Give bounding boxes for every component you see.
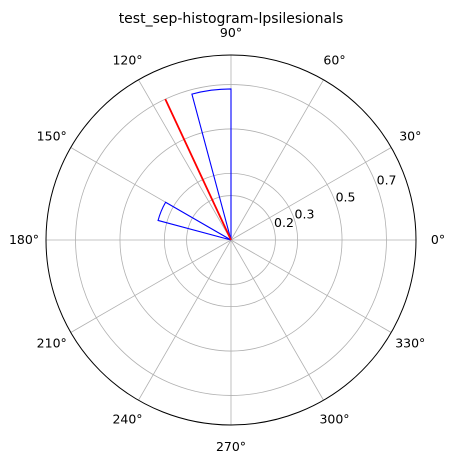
angular-tick-label-330: 330° [395, 336, 425, 351]
angular-gridline-240 [138, 239, 232, 401]
radial-tick-label-0-7: 0.7 [377, 173, 397, 188]
angular-gridline-330 [230, 239, 392, 333]
angular-tick-label-300: 300° [319, 411, 349, 426]
angular-tick-label-30: 30° [399, 129, 421, 144]
angular-gridline-60 [230, 79, 324, 241]
angular-gridline-210 [70, 239, 232, 333]
mean-direction [164, 98, 232, 241]
histogram-bins [157, 88, 232, 241]
radial-tick-labels: 0.20.3 0.5 0.7 [274, 173, 396, 230]
angular-tick-label-90: 90° [220, 25, 242, 40]
chart-title: test_sep-histogram-lpsilesionals [119, 11, 344, 27]
mean-direction-line [164, 98, 232, 241]
angular-gridline-120 [138, 79, 232, 241]
angular-tick-label-240: 240° [112, 411, 142, 426]
angular-tick-label-0: 0° [431, 232, 445, 247]
angular-tick-label-270: 270° [216, 439, 246, 454]
angular-gridline-30 [230, 147, 392, 241]
radial-tick-label-0-5: 0.5 [336, 190, 356, 205]
angular-tick-labels: 0° 30° 60° 90° 120° 150° 180° 210° 240° 270° 300° 3… [9, 25, 445, 454]
angular-tick-label-150: 150° [37, 129, 67, 144]
angular-tick-label-60: 60° [323, 53, 345, 68]
histogram-bin-0 [191, 88, 232, 241]
radial-gridline-0-7 [75, 84, 387, 396]
angular-gridline-300 [230, 239, 324, 401]
radial-tick-label-0-3: 0.3 [295, 207, 315, 222]
polar-frame [45, 54, 417, 426]
angular-tick-label-120: 120° [112, 53, 142, 68]
histogram-bin-1 [157, 201, 232, 241]
radial-tick-label-0-2: 0.2 [274, 215, 294, 230]
angular-tick-label-180: 180° [9, 232, 39, 247]
angular-tick-label-210: 210° [37, 336, 67, 351]
